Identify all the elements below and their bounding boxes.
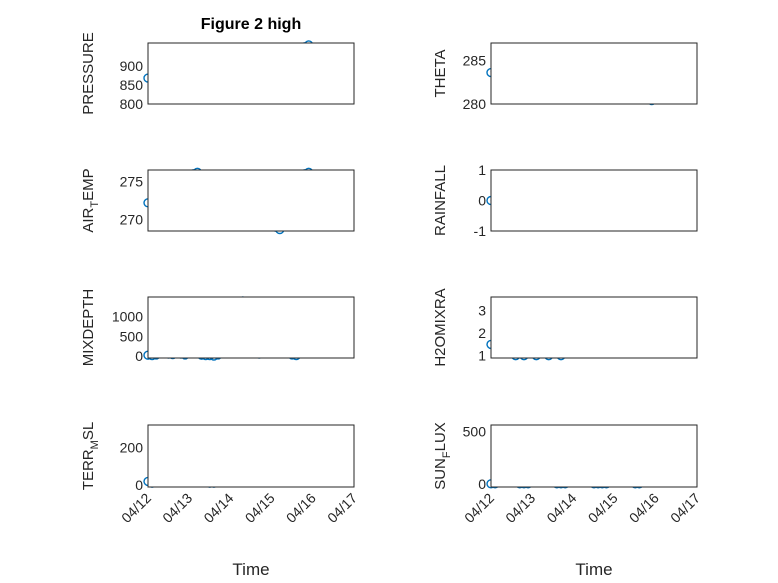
y-axis-label: AIRTEMP	[80, 168, 101, 232]
x-tick-label: 04/12	[118, 490, 154, 526]
y-tick-label: 0	[135, 348, 143, 364]
subplot-rainfall: -1 0 1 RAINFALL	[432, 162, 698, 239]
x-axis-label-right: Time	[575, 560, 612, 579]
y-tick-label: 500	[120, 328, 144, 344]
y-tick-label: 850	[120, 77, 144, 93]
axes-frame	[490, 424, 698, 488]
x-tick-label: 04/16	[626, 490, 662, 526]
axes-frame	[490, 296, 698, 359]
y-tick-label: 1000	[112, 309, 143, 325]
y-tick-label: 270	[120, 212, 144, 228]
y-tick-label: 900	[120, 58, 144, 74]
subplot-terr: 0 200 TERRMSL 04/12 04/13 04/14 04/15 04/16 04/1…	[80, 422, 360, 526]
x-tick-label: 04/12	[461, 490, 497, 526]
x-tick-label: 04/16	[283, 490, 319, 526]
axes-frame	[490, 42, 698, 105]
subplot-mixdepth: 0 500 1000 MIXDEPTH	[80, 289, 355, 367]
y-tick-label: 280	[463, 96, 487, 112]
x-tick-label: 04/17	[667, 490, 703, 526]
y-tick-label: 275	[120, 173, 144, 189]
y-tick-label: 800	[120, 96, 144, 112]
axes-frame	[147, 296, 355, 359]
x-tick-label: 04/14	[200, 490, 236, 526]
figure-title: Figure 2 high	[201, 16, 301, 33]
subplot-pressure: 800 850 900 PRESSURE	[80, 32, 355, 115]
y-axis-label: MIXDEPTH	[80, 289, 97, 367]
y-tick-label: 0	[478, 476, 486, 492]
x-tick-label: 04/17	[324, 490, 360, 526]
y-tick-label: 1	[478, 162, 486, 178]
y-axis-label: H2OMIXRA	[432, 288, 449, 366]
y-axis-label: RAINFALL	[432, 165, 449, 236]
axes-frame	[147, 424, 355, 488]
x-tick-label: 04/13	[502, 490, 538, 526]
y-tick-label: 200	[120, 440, 144, 456]
y-tick-label: -1	[474, 223, 487, 239]
subplot-air: 270 275 AIRTEMP	[80, 167, 355, 235]
y-axis-label: PRESSURE	[80, 32, 97, 115]
subplot-grid: 800 850 900 PRESSURE 280 285 THETA 270 275 AIRTEM…	[80, 32, 703, 526]
y-tick-label: 3	[478, 303, 486, 319]
axes-frame	[490, 169, 698, 232]
y-axis-label: THETA	[432, 49, 449, 97]
x-axis-label-left: Time	[232, 560, 269, 579]
y-axis-label: TERRMSL	[80, 422, 101, 490]
axes-frame	[147, 169, 355, 232]
subplot-h2omixra: 1 2 3 H2OMIXRA	[432, 288, 698, 367]
y-axis-label: SUNFLUX	[432, 422, 453, 490]
y-tick-label: 285	[463, 52, 487, 68]
x-tick-label: 04/15	[585, 490, 621, 526]
y-tick-label: 2	[478, 325, 486, 341]
axes-frame	[147, 42, 355, 105]
x-tick-label: 04/15	[242, 490, 278, 526]
subplot-theta: 280 285 THETA	[432, 42, 698, 112]
y-tick-label: 1	[478, 348, 486, 364]
subplot-sun: 0 500 SUNFLUX 04/12 04/13 04/14 04/15 04/16 04/1…	[432, 422, 703, 526]
y-tick-label: 0	[478, 193, 486, 209]
x-tick-label: 04/14	[543, 490, 579, 526]
y-tick-label: 0	[135, 477, 143, 493]
x-tick-label: 04/13	[159, 490, 195, 526]
y-tick-label: 500	[463, 423, 487, 439]
